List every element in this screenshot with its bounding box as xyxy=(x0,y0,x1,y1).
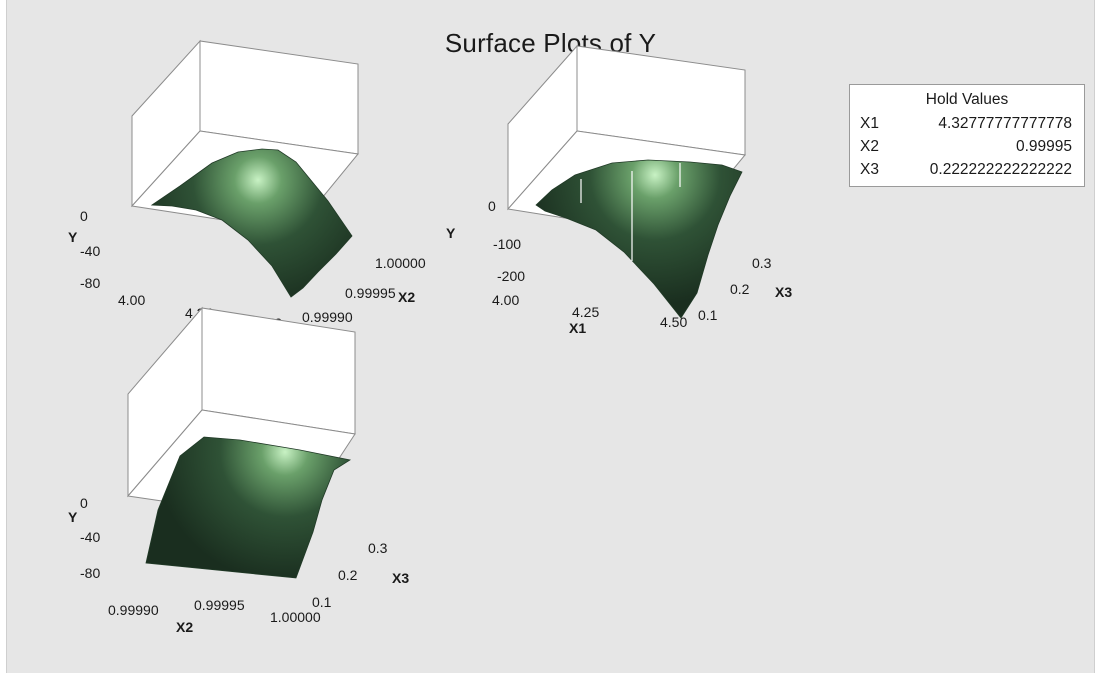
z-tick-label: -80 xyxy=(80,275,100,291)
z-tick-label: -80 xyxy=(80,565,100,581)
hold-value: 4.32777777777778 xyxy=(938,115,1072,132)
z-tick-label: 0 xyxy=(488,198,496,214)
y-tick-label: 0.1 xyxy=(312,594,332,610)
response-surface xyxy=(535,159,743,319)
response-surface xyxy=(150,148,353,298)
y-axis-label: X2 xyxy=(398,289,415,305)
x-tick-label: 0.99995 xyxy=(194,597,245,613)
x-axis-label: X2 xyxy=(176,619,193,635)
hold-values-legend: Hold Values X1 4.32777777777778 X2 0.999… xyxy=(849,84,1085,187)
y-tick-label: 0.2 xyxy=(338,567,358,583)
surface-panel-2: 0 -100 -200 Y 4.00 4.25 4.50 X1 0.1 0.20.3X3 xyxy=(446,44,792,336)
hold-row-x3: X3 0.222222222222222 xyxy=(860,161,1072,183)
hold-name: X2 xyxy=(860,138,879,155)
y-axis-label: X3 xyxy=(392,570,409,586)
x-tick-label: 1.00000 xyxy=(270,609,321,625)
x-tick-label: 4.00 xyxy=(492,292,519,308)
x-tick-label: 4.25 xyxy=(572,304,599,320)
response-surface xyxy=(145,436,352,579)
z-tick-label: -40 xyxy=(80,243,100,259)
x-tick-label: 4.50 xyxy=(660,314,687,330)
z-tick-label: -40 xyxy=(80,529,100,545)
z-tick-label: -100 xyxy=(493,236,521,252)
y-axis-label: X3 xyxy=(775,284,792,300)
hold-row-x2: X2 0.99995 xyxy=(860,138,1072,160)
z-tick-label: 0 xyxy=(80,208,88,224)
hold-row-x1: X1 4.32777777777778 xyxy=(860,115,1072,137)
hold-name: X1 xyxy=(860,115,879,132)
y-tick-label: 0.3 xyxy=(368,540,388,556)
surface-panel-1: 0-40-80Y4.004.254.50X10.999900.999951.00… xyxy=(68,39,426,343)
y-tick-label: 0.99995 xyxy=(345,285,396,301)
legend-title: Hold Values xyxy=(925,91,1009,108)
y-tick-label: 0.1 xyxy=(698,307,718,323)
y-tick-label: 0.3 xyxy=(752,255,772,271)
x-axis-label: X1 xyxy=(569,320,586,336)
z-axis-label: Y xyxy=(68,509,78,525)
y-tick-label: 0.99990 xyxy=(302,309,353,325)
z-tick-label: 0 xyxy=(80,495,88,511)
z-axis-label: Y xyxy=(446,225,456,241)
y-tick-label: 0.2 xyxy=(730,281,750,297)
hold-value: 0.222222222222222 xyxy=(929,161,1072,178)
surface-panel-3: 0 -40 -80 Y 0.99990 0.99995 1.00000 X2 0.1 0.2 0.3… xyxy=(68,306,409,635)
y-tick-label: 1.00000 xyxy=(375,255,426,271)
hold-name: X3 xyxy=(860,161,879,178)
z-axis-label: Y xyxy=(68,229,78,245)
hold-value: 0.99995 xyxy=(1015,138,1072,155)
x-tick-label: 4.00 xyxy=(118,292,145,308)
z-tick-label: -200 xyxy=(497,268,525,284)
x-tick-label: 0.99990 xyxy=(108,602,159,618)
